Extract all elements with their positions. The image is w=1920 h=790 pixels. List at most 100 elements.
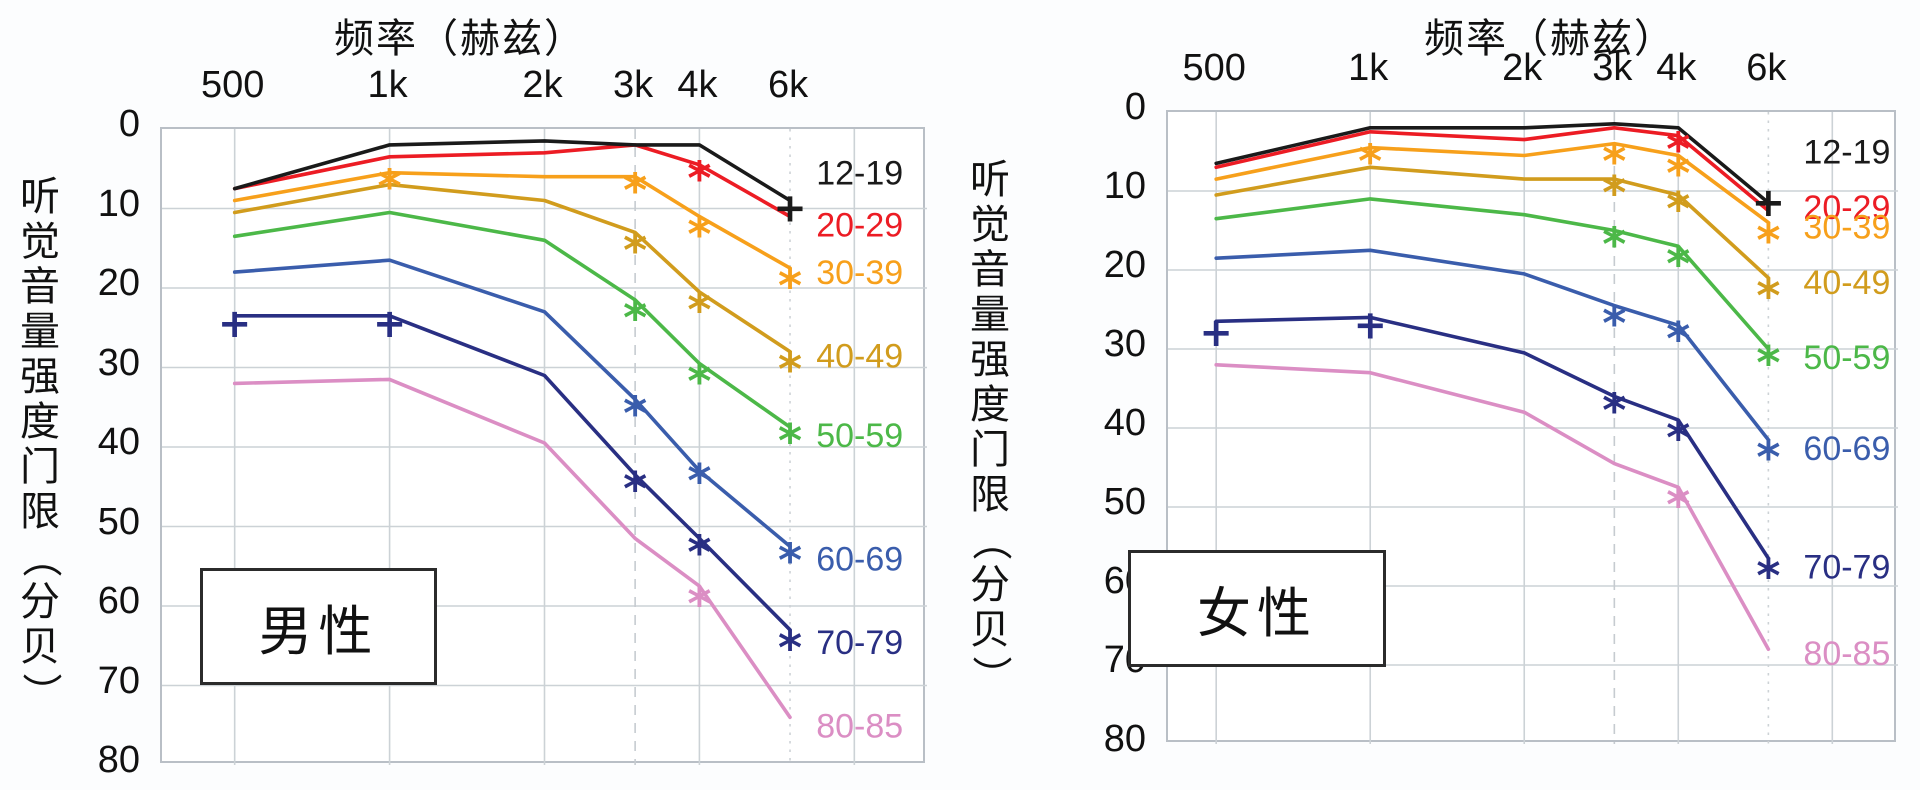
legend-label-30-39: 30-39 [816, 254, 903, 292]
y-tick-label: 80 [97, 739, 140, 781]
panel-label: 男性 [258, 602, 379, 662]
y-axis-title-char: 限 [970, 473, 1010, 517]
legend-label-70-79: 70-79 [816, 624, 903, 662]
y-tick-label: 20 [97, 262, 140, 304]
y-tick-label: 0 [118, 103, 140, 145]
series-line-30-39 [1214, 141, 1771, 225]
series-line-50-59 [1214, 197, 1771, 351]
y-tick-label: 60 [97, 580, 140, 622]
chart-canvas: +**************++****12-1920-2930-3940-4… [162, 129, 927, 765]
asterisk-marker-30-39: * [1756, 213, 1780, 267]
series-line-70-79 [1214, 315, 1771, 561]
x-tick-label: 1k [1348, 47, 1389, 89]
asterisk-marker-50-59: * [1756, 336, 1780, 390]
legend-label-30-39: 30-39 [1803, 209, 1890, 247]
asterisk-marker-40-49: * [687, 283, 711, 337]
y-axis-title-char: 度 [970, 383, 1010, 427]
legend-label-60-69: 60-69 [816, 540, 903, 578]
series-line-80-85 [1214, 363, 1771, 652]
series-line-70-79 [232, 314, 792, 632]
y-axis-title-char: ） [968, 655, 1013, 696]
x-axis-title: 频率（赫兹） [1424, 17, 1676, 61]
y-tick-label: 50 [1103, 481, 1146, 523]
y-tick-label: 80 [1103, 718, 1146, 760]
legend-label-60-69: 60-69 [1803, 430, 1890, 468]
asterisk-marker-30-39: * [623, 164, 647, 218]
asterisk-marker-30-39: * [1666, 146, 1690, 200]
legend-label-20-29: 20-29 [1803, 189, 1890, 227]
y-axis-title: 听觉音量强度门限（分贝） [17, 175, 63, 715]
asterisk-marker-40-49: * [1666, 182, 1690, 236]
y-axis-title-char: 贝 [970, 608, 1010, 652]
panel-label-box: 男性 [200, 568, 437, 685]
plus-marker-12-19: + [773, 186, 807, 232]
series-line-60-69 [232, 258, 792, 549]
legend-label-80-85: 80-85 [816, 707, 903, 745]
asterisk-marker-60-69: * [1756, 431, 1780, 485]
y-axis-title-char: 分 [20, 580, 60, 624]
y-tick-label: 10 [97, 182, 140, 225]
y-tick-label: 70 [97, 659, 140, 702]
y-axis-title-char: 门 [970, 428, 1010, 472]
x-tick-label: 2k [1502, 47, 1543, 89]
x-tick-label: 6k [767, 64, 809, 106]
asterisk-marker-50-59: * [623, 291, 647, 345]
asterisk-marker-30-39: * [378, 160, 402, 214]
x-tick-label: 1k [367, 64, 408, 106]
asterisk-marker-70-79: * [778, 621, 802, 675]
legend-label-50-59: 50-59 [816, 417, 903, 455]
plus-marker-70-79: + [1199, 310, 1233, 356]
y-axis-title-char: （ [968, 520, 1013, 561]
asterisk-marker-60-69: * [1602, 296, 1626, 350]
legend-label-40-49: 40-49 [1803, 264, 1890, 302]
y-tick-label: 30 [1103, 323, 1146, 365]
panel-label-box: 女性 [1128, 550, 1386, 667]
asterisk-marker-50-59: * [1602, 217, 1626, 271]
x-tick-label: 4k [677, 64, 718, 106]
plus-marker-70-79: + [218, 301, 252, 347]
series-line-60-69 [1214, 248, 1771, 442]
x-tick-label: 2k [522, 64, 563, 106]
y-tick-label: 0 [1124, 86, 1146, 128]
x-tick-label: 500 [1182, 47, 1246, 89]
y-axis-title-char: 量 [970, 293, 1010, 337]
y-axis-title-char: 贝 [20, 625, 60, 669]
asterisk-marker-70-79: * [1602, 383, 1626, 437]
legend-label-80-85: 80-85 [1803, 635, 1890, 673]
plus-marker-70-79: + [1353, 302, 1387, 348]
legend-label-40-49: 40-49 [816, 338, 903, 376]
legend-label-50-59: 50-59 [1803, 339, 1890, 377]
asterisk-marker-60-69: * [623, 386, 647, 440]
series-line-80-85 [232, 377, 792, 720]
asterisk-marker-40-49: * [1756, 269, 1780, 323]
y-axis-title-char: 量 [20, 310, 60, 354]
y-axis-title-char: 度 [20, 400, 60, 444]
asterisk-marker-80-85: * [1666, 478, 1690, 532]
series-line-12-19 [232, 139, 792, 203]
legend-label-70-79: 70-79 [1803, 548, 1890, 586]
asterisk-marker-20-29: * [1666, 123, 1690, 177]
asterisk-marker-50-59: * [778, 414, 802, 468]
y-axis-title-char: 分 [970, 563, 1010, 607]
asterisk-marker-50-59: * [687, 354, 711, 408]
asterisk-marker-80-85: * [687, 577, 711, 631]
asterisk-marker-70-79: * [1756, 549, 1780, 603]
asterisk-marker-20-29: * [687, 152, 711, 206]
y-axis-title-char: 门 [20, 445, 60, 489]
asterisk-marker-30-39: * [1358, 134, 1382, 188]
y-tick-label: 30 [97, 341, 140, 384]
y-axis-title-char: 音 [970, 248, 1010, 292]
y-axis-title-char: 限 [20, 490, 60, 534]
y-axis-title-char: 音 [20, 265, 60, 309]
asterisk-marker-60-69: * [778, 533, 802, 587]
y-tick-label: 20 [1103, 244, 1146, 286]
series-line-20-29 [232, 143, 792, 219]
y-axis-title-char: 强 [20, 355, 60, 399]
plus-marker-70-79: + [373, 301, 407, 347]
y-axis-title-char: 听 [20, 175, 60, 219]
asterisk-marker-70-79: * [1666, 411, 1690, 465]
series-line-30-39 [232, 170, 792, 270]
y-axis-title-char: 听 [970, 158, 1010, 202]
y-tick-label: 40 [1103, 402, 1146, 444]
